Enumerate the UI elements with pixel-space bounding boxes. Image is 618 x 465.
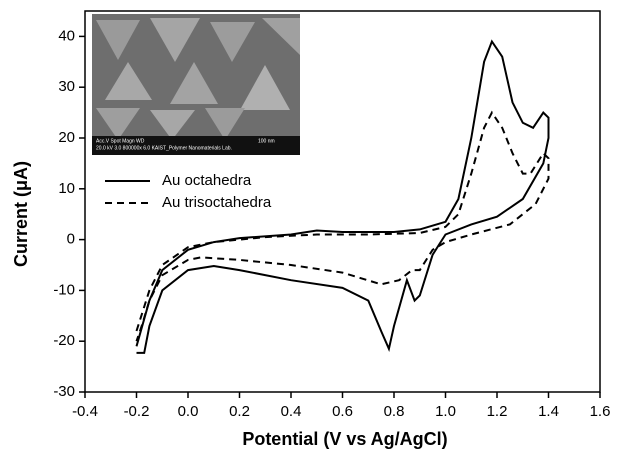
x-tick-label: 1.4 — [538, 403, 559, 420]
y-axis-title: Current (μA) — [11, 161, 31, 267]
y-tick-label: 30 — [58, 78, 75, 95]
x-tick-label: -0.2 — [124, 403, 150, 420]
x-tick-label: 0.6 — [332, 403, 353, 420]
x-tick-label: 0.2 — [229, 403, 250, 420]
inset-image — [92, 14, 300, 155]
x-tick-label: -0.4 — [72, 403, 98, 420]
x-axis-title: Potential (V vs Ag/AgCl) — [242, 429, 447, 449]
inset-label: Acc.V Spot Magn WD — [96, 138, 145, 144]
legend-label: Au octahedra — [162, 172, 252, 189]
x-tick-label: 0.8 — [384, 403, 405, 420]
chart: Acc.V Spot Magn WD 20.0 kV 3.0 800000x 6… — [0, 0, 618, 460]
x-tick-label: 1.2 — [487, 403, 508, 420]
y-tick-label: 40 — [58, 27, 75, 44]
x-tick-label: 0.4 — [281, 403, 302, 420]
x-tick-label: 1.6 — [590, 403, 611, 420]
y-tick-label: -10 — [53, 281, 75, 298]
legend-label: Au trisoctahedra — [162, 194, 272, 211]
x-tick-label: 0.0 — [178, 403, 199, 420]
y-tick-label: 0 — [67, 231, 75, 248]
inset-label: 100 nm — [258, 138, 275, 144]
y-tick-label: -30 — [53, 383, 75, 400]
y-tick-label: 20 — [58, 129, 75, 146]
inset-label: 20.0 kV 3.0 800000x 6.0 KAIST_Polymer Na… — [96, 145, 232, 151]
y-tick-label: -20 — [53, 332, 75, 349]
y-tick-label: 10 — [58, 180, 75, 197]
x-tick-label: 1.0 — [435, 403, 456, 420]
